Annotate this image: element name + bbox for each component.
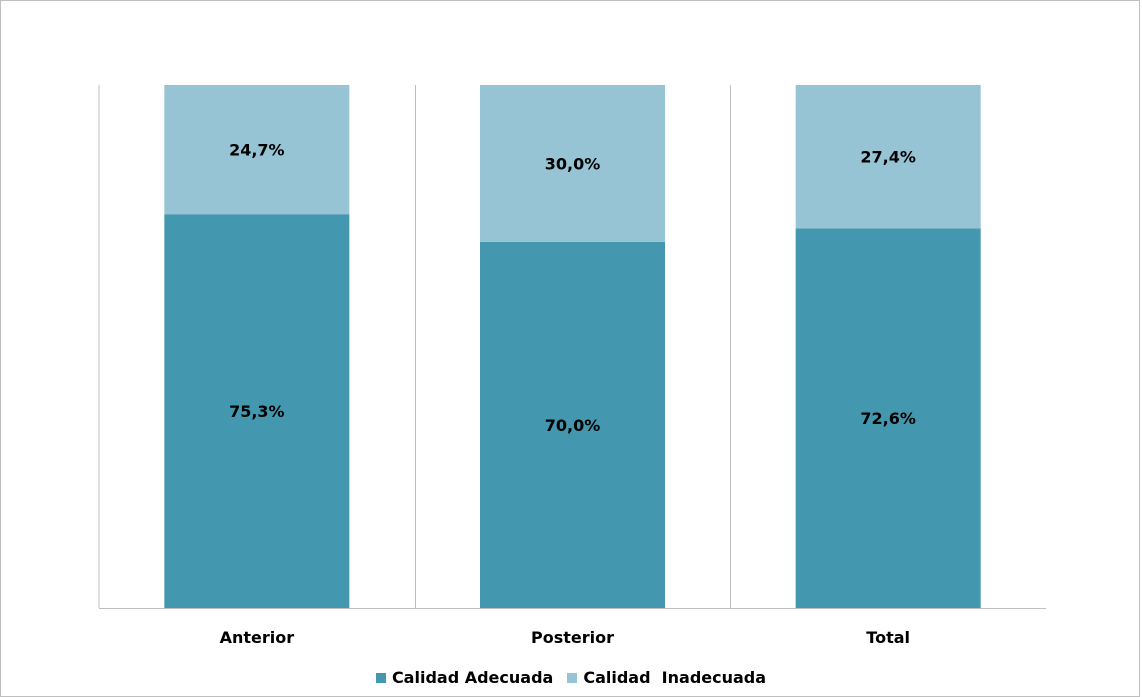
data-label-calidad-inadecuada-posterior: 30,0% xyxy=(545,154,601,173)
data-label-calidad-adecuada-anterior: 75,3% xyxy=(229,402,285,421)
chart-legend: Calidad Adecuada Calidad Inadecuada xyxy=(0,668,1142,687)
legend-item-calidad-adecuada: Calidad Adecuada xyxy=(375,668,554,687)
data-label-calidad-adecuada-posterior: 70,0% xyxy=(545,416,601,435)
legend-swatch-calidad-adecuada xyxy=(375,672,386,683)
legend-swatch-calidad-inadecuada xyxy=(567,672,578,683)
x-tick-label-anterior: Anterior xyxy=(220,628,295,647)
legend-item-calidad-inadecuada: Calidad Inadecuada xyxy=(567,668,766,687)
x-tick-label-total: Total xyxy=(866,628,910,647)
legend-label-calidad-inadecuada: Calidad Inadecuada xyxy=(583,668,767,687)
bar-segment-calidad-inadecuada-total xyxy=(795,85,981,229)
bar-segment-calidad-adecuada-anterior xyxy=(164,214,350,608)
bar-segment-calidad-adecuada-total xyxy=(795,228,981,608)
bar-segment-calidad-adecuada-posterior xyxy=(480,241,665,608)
data-label-calidad-inadecuada-total: 27,4% xyxy=(860,148,916,167)
legend-label-calidad-adecuada: Calidad Adecuada xyxy=(391,668,554,687)
bar-segment-calidad-inadecuada-posterior xyxy=(480,85,665,242)
data-label-calidad-inadecuada-anterior: 24,7% xyxy=(229,141,285,160)
x-tick-label-posterior: Posterior xyxy=(531,628,614,647)
bar-segment-calidad-inadecuada-anterior xyxy=(164,85,350,215)
data-label-calidad-adecuada-total: 72,6% xyxy=(860,409,916,428)
plot-area: 75,3% 24,7% Anterior 70,0% 30,0% Posterior 72,… xyxy=(98,85,1046,647)
